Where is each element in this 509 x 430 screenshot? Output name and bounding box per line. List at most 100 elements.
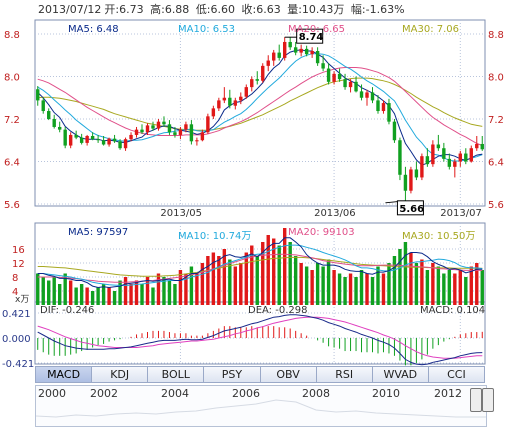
volume-bar [85, 287, 89, 305]
low-annotation-label: 5.66 [399, 204, 424, 215]
candle-body [134, 129, 139, 135]
tab-psy[interactable]: PSY [204, 366, 261, 383]
volume-ma20-label: MA20: 99103 [288, 227, 355, 238]
candle-body [447, 158, 452, 167]
price-panel-frame [34, 19, 486, 207]
year-label: 2012 [434, 387, 462, 400]
volume-bar [68, 280, 73, 305]
price-tick-right: 5.6 [488, 200, 504, 211]
volume-bar [425, 270, 430, 305]
candle-body [453, 161, 457, 167]
volume-bar [217, 256, 221, 305]
volume-bar [332, 270, 336, 305]
candle-body [277, 52, 281, 58]
volume-bar [173, 284, 177, 305]
candle-body [255, 79, 259, 81]
candle-body [315, 51, 320, 64]
volume-bar [145, 277, 150, 305]
year-label: 2010 [372, 387, 400, 400]
range-handle-left[interactable] [470, 388, 482, 412]
high-annotation-box [296, 28, 324, 44]
candle-body [365, 92, 369, 98]
volume-bar [376, 266, 380, 305]
price-tick-left: 8.0 [4, 73, 20, 84]
candle-body [41, 100, 45, 112]
candle-body [57, 126, 62, 130]
candle-body [480, 143, 484, 150]
tab-obv[interactable]: OBV [260, 366, 317, 383]
candle-body [458, 153, 463, 162]
volume-bar [255, 256, 259, 305]
volume-bar [403, 242, 408, 305]
volume-bar [250, 245, 254, 305]
price-tick-right: 7.2 [488, 115, 504, 126]
macd-value-label: MACD: 0.104 [420, 305, 486, 316]
candle-body [129, 134, 133, 140]
low-annotation-box [396, 200, 424, 216]
price-ma10-label: MA10: 6.53 [178, 24, 236, 35]
tab-cci[interactable]: CCI [428, 366, 485, 383]
history-navigator[interactable]: 2000 2002 2004 2006 2008 2010 2012 [35, 385, 487, 427]
tab-macd[interactable]: MACD [35, 366, 93, 383]
candle-body [206, 116, 210, 133]
volume-tick: 12 [12, 259, 25, 270]
tab-wvad[interactable]: WVAD [372, 366, 429, 383]
volume-bar [354, 277, 358, 305]
volume-bar [222, 249, 227, 305]
volume-bar [140, 284, 144, 305]
tab-boll[interactable]: BOLL [148, 366, 205, 383]
candle-body [475, 143, 479, 149]
candle-body [145, 125, 150, 133]
volume-bar [293, 256, 298, 305]
quote-low: 低:6.60 [195, 3, 236, 16]
quote-high: 高:6.88 [150, 3, 190, 16]
quote-change: 幅:-1.63% [350, 3, 405, 16]
volume-bar [47, 280, 51, 305]
volume-bar [469, 266, 473, 305]
volume-ma-lines [37, 237, 483, 289]
volume-bar [453, 273, 457, 305]
candle-body [392, 121, 397, 141]
candle-body [387, 103, 391, 122]
volume-bar [299, 263, 303, 305]
range-handle-right[interactable] [482, 388, 494, 412]
volume-bar [288, 242, 292, 305]
volume-bar [321, 266, 325, 305]
candle-body [425, 156, 430, 165]
candle-body [112, 138, 117, 142]
volume-bar [118, 280, 122, 305]
volume-tick: 8 [12, 273, 18, 284]
candle-body [414, 169, 419, 178]
year-label: 2006 [232, 387, 260, 400]
candle-body [173, 132, 177, 135]
candle-body [217, 100, 221, 109]
volume-bar [480, 270, 484, 305]
volume-bar [129, 284, 133, 305]
candle-body [52, 119, 56, 127]
volume-bar [211, 252, 216, 305]
volume-bar [282, 228, 287, 305]
candle-body [332, 73, 336, 82]
candle-body [359, 91, 364, 98]
volume-bar [392, 256, 397, 305]
price-ma5-line [37, 49, 483, 166]
tab-kdj[interactable]: KDJ [92, 366, 149, 383]
candle-body [200, 132, 205, 141]
volume-bar [464, 277, 468, 305]
volume-bar [233, 266, 238, 305]
volume-bar [458, 270, 463, 305]
volume-ma30-label: MA30: 10.50万 [402, 231, 476, 242]
volume-tick: 4 [12, 287, 18, 298]
volume-bar [134, 280, 139, 305]
candle-body [282, 41, 287, 58]
macd-panel-frame [34, 301, 486, 365]
volume-bar [57, 284, 62, 305]
price-tick-right: 8.0 [488, 73, 504, 84]
volume-bar [74, 287, 78, 305]
price-ma5-label: MA5: 6.48 [68, 24, 119, 35]
tab-rsi[interactable]: RSI [316, 366, 373, 383]
macd-tick: 0.421 [2, 309, 31, 320]
candle-body [222, 97, 227, 101]
volume-bar [167, 280, 172, 305]
volume-bar [41, 277, 45, 305]
